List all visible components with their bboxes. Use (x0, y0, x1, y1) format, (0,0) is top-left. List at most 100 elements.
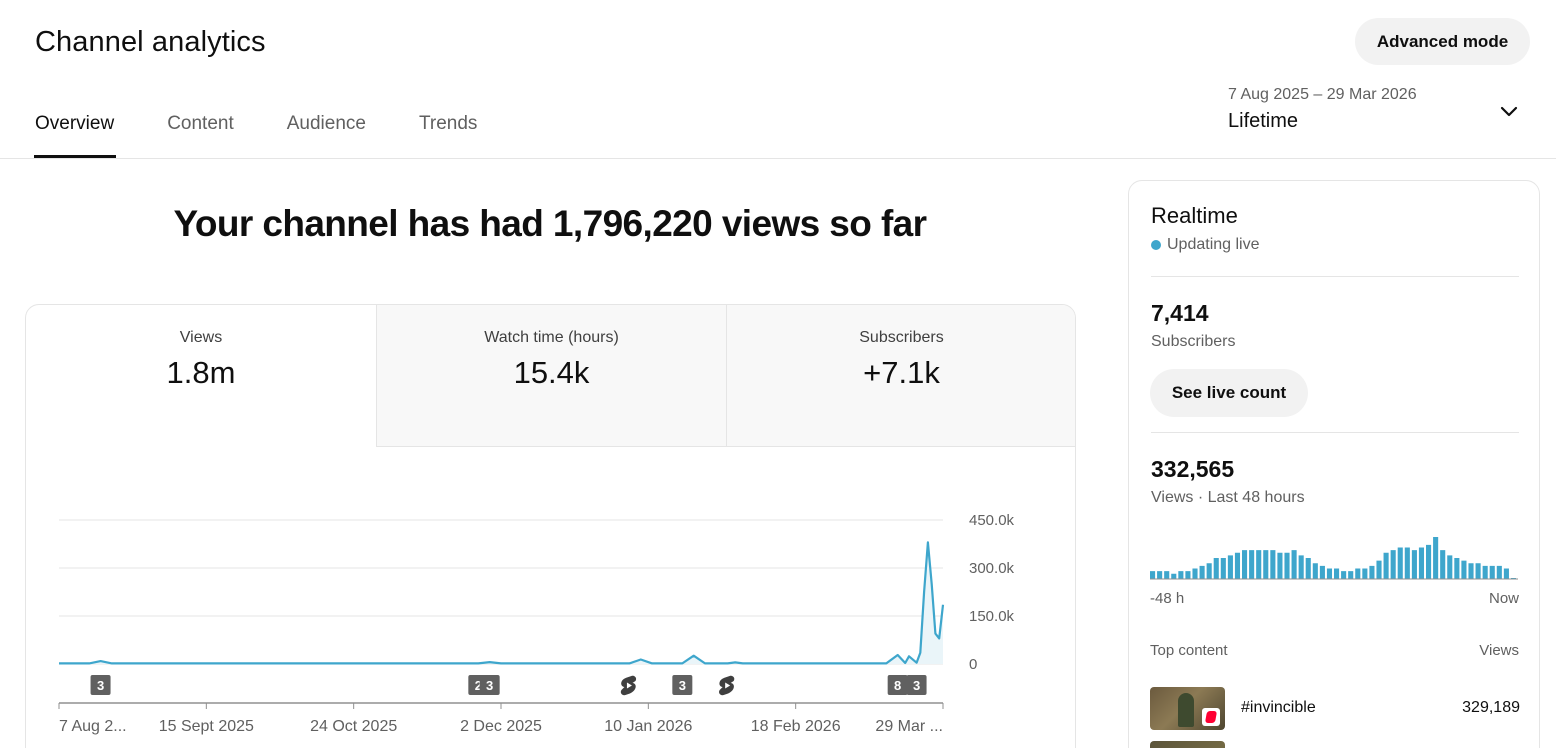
event-badge (672, 675, 693, 695)
x-tick-label: 10 Jan 2026 (604, 718, 692, 735)
y-tick-label: 0 (969, 656, 977, 673)
realtime-bar (1341, 571, 1347, 580)
page-title: Channel analytics (35, 26, 266, 58)
period-selector[interactable]: Lifetime (1228, 110, 1299, 132)
realtime-bar (1298, 555, 1304, 580)
realtime-bar (1326, 568, 1333, 579)
axis-end-label: Now (1488, 590, 1519, 607)
realtime-bar (1489, 565, 1495, 580)
realtime-bar (1447, 555, 1453, 580)
event-badge-label: 2 (475, 678, 482, 693)
top-content-row[interactable]: #invincible 329,189 (1150, 686, 1520, 730)
realtime-bar (1277, 552, 1283, 579)
realtime-bar (1468, 563, 1474, 579)
event-badge-label: 3 (486, 678, 493, 693)
event-badge-label: 3 (913, 678, 920, 693)
date-range-text[interactable]: 7 Aug 2025 – 29 Mar 2026 (1228, 86, 1417, 103)
realtime-bar (1227, 555, 1233, 580)
series-line (59, 541, 945, 665)
y-tick-label: 450.0k (969, 512, 1015, 529)
tab-audience[interactable]: Audience (286, 113, 366, 134)
realtime-bar (1418, 547, 1425, 579)
views-chart[interactable]: 0 150.0k 300.0k 450.0k 7 Aug 2... 15 Sept 202… (26, 305, 1076, 748)
realtime-bar (1178, 571, 1184, 580)
divider (1151, 276, 1519, 277)
realtime-bar (1192, 568, 1198, 579)
y-tick-label: 300.0k (969, 560, 1015, 577)
realtime-bar (1157, 571, 1163, 580)
metric-tab-views[interactable]: Views 1.8m (26, 305, 376, 447)
realtime-bar (1433, 537, 1439, 579)
realtime-bar (1312, 563, 1318, 579)
realtime-bar (1270, 550, 1276, 580)
see-live-count-button[interactable]: See live count (1150, 369, 1308, 417)
views-column-header: Views (1479, 642, 1519, 659)
x-tick-label: 24 Oct 2025 (310, 718, 397, 735)
realtime-bar (1390, 550, 1396, 580)
event-badge (887, 675, 908, 695)
realtime-bar (1475, 563, 1481, 579)
realtime-bar (1454, 558, 1460, 579)
realtime-bar (1213, 558, 1219, 579)
realtime-bar (1263, 550, 1269, 580)
realtime-bar (1496, 565, 1502, 580)
series-area (59, 542, 943, 664)
realtime-bar (1376, 560, 1382, 580)
axis-start-label: -48 h (1150, 590, 1185, 607)
header-divider (0, 158, 1556, 159)
realtime-bar (1199, 565, 1205, 580)
realtime-bar (1503, 568, 1509, 579)
realtime-bar (1291, 550, 1297, 580)
realtime-bar (1150, 571, 1156, 580)
views-headline: Your channel has had 1,796,220 views so … (173, 203, 928, 244)
chevron-down-icon[interactable] (1497, 100, 1521, 124)
metrics-card: Views 1.8m Watch time (hours) 15.4k Subs… (25, 304, 1076, 748)
realtime-bar (1256, 550, 1262, 580)
subscriber-count: 7,414 (1151, 300, 1209, 326)
event-badge (906, 675, 927, 695)
video-thumbnail[interactable] (1150, 686, 1225, 730)
realtime-views-label: Views · Last 48 hours (1151, 489, 1305, 506)
metric-value: 15.4k (513, 355, 590, 390)
realtime-bar (1411, 550, 1417, 580)
realtime-bar (1461, 560, 1467, 580)
tab-trends[interactable]: Trends (418, 113, 478, 134)
tab-overview[interactable]: Overview (33, 113, 117, 158)
shorts-icon (1202, 707, 1220, 726)
x-tick-label: 29 Mar ... (875, 718, 943, 735)
metric-label: Watch time (hours) (484, 329, 619, 346)
video-title[interactable]: #invincible (1241, 699, 1316, 716)
realtime-bar-chart[interactable] (1150, 531, 1520, 581)
realtime-bar (1397, 547, 1403, 579)
advanced-mode-button[interactable]: Advanced mode (1355, 18, 1530, 65)
realtime-bar (1171, 573, 1177, 579)
x-tick-label: 7 Aug 2... (59, 718, 127, 735)
realtime-bar (1482, 565, 1488, 580)
shorts-play-glyph (725, 682, 731, 689)
tab-content[interactable]: Content (167, 113, 234, 134)
realtime-bar (1234, 552, 1241, 579)
realtime-bar (1284, 552, 1290, 579)
metric-tab-subscribers[interactable]: Subscribers +7.1k (726, 305, 1075, 447)
video-views: 329,189 (1462, 699, 1520, 716)
realtime-bar (1334, 568, 1340, 579)
realtime-bar (1242, 550, 1248, 580)
x-tick-label: 15 Sept 2025 (159, 718, 254, 735)
live-dot-icon (1151, 240, 1161, 250)
live-status: Updating live (1151, 236, 1260, 254)
metric-value: 1.8m (166, 355, 236, 390)
metric-tab-watch-time[interactable]: Watch time (hours) 15.4k (376, 305, 726, 447)
realtime-bar (1369, 565, 1375, 580)
metric-label: Subscribers (859, 329, 944, 346)
divider (1151, 432, 1519, 433)
x-tick-label: 18 Feb 2026 (751, 718, 841, 735)
realtime-bar (1206, 563, 1212, 579)
realtime-bar (1383, 552, 1389, 579)
tab-bar: Overview Content Audience Trends (33, 113, 530, 158)
thumbnail-figure (1178, 692, 1194, 727)
realtime-views-count: 332,565 (1151, 456, 1235, 482)
realtime-bar (1440, 550, 1446, 580)
realtime-bar (1305, 558, 1311, 579)
video-thumbnail[interactable] (1150, 741, 1225, 748)
realtime-bar (1362, 568, 1368, 579)
